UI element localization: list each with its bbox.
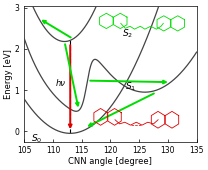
Y-axis label: Energy [eV]: Energy [eV] bbox=[4, 49, 13, 99]
Text: $S_0$: $S_0$ bbox=[31, 132, 42, 145]
Text: hν: hν bbox=[56, 79, 65, 88]
Text: $S_2$: $S_2$ bbox=[122, 27, 133, 40]
X-axis label: CNN angle [degree]: CNN angle [degree] bbox=[68, 157, 152, 166]
Text: $S_1$: $S_1$ bbox=[125, 81, 136, 93]
